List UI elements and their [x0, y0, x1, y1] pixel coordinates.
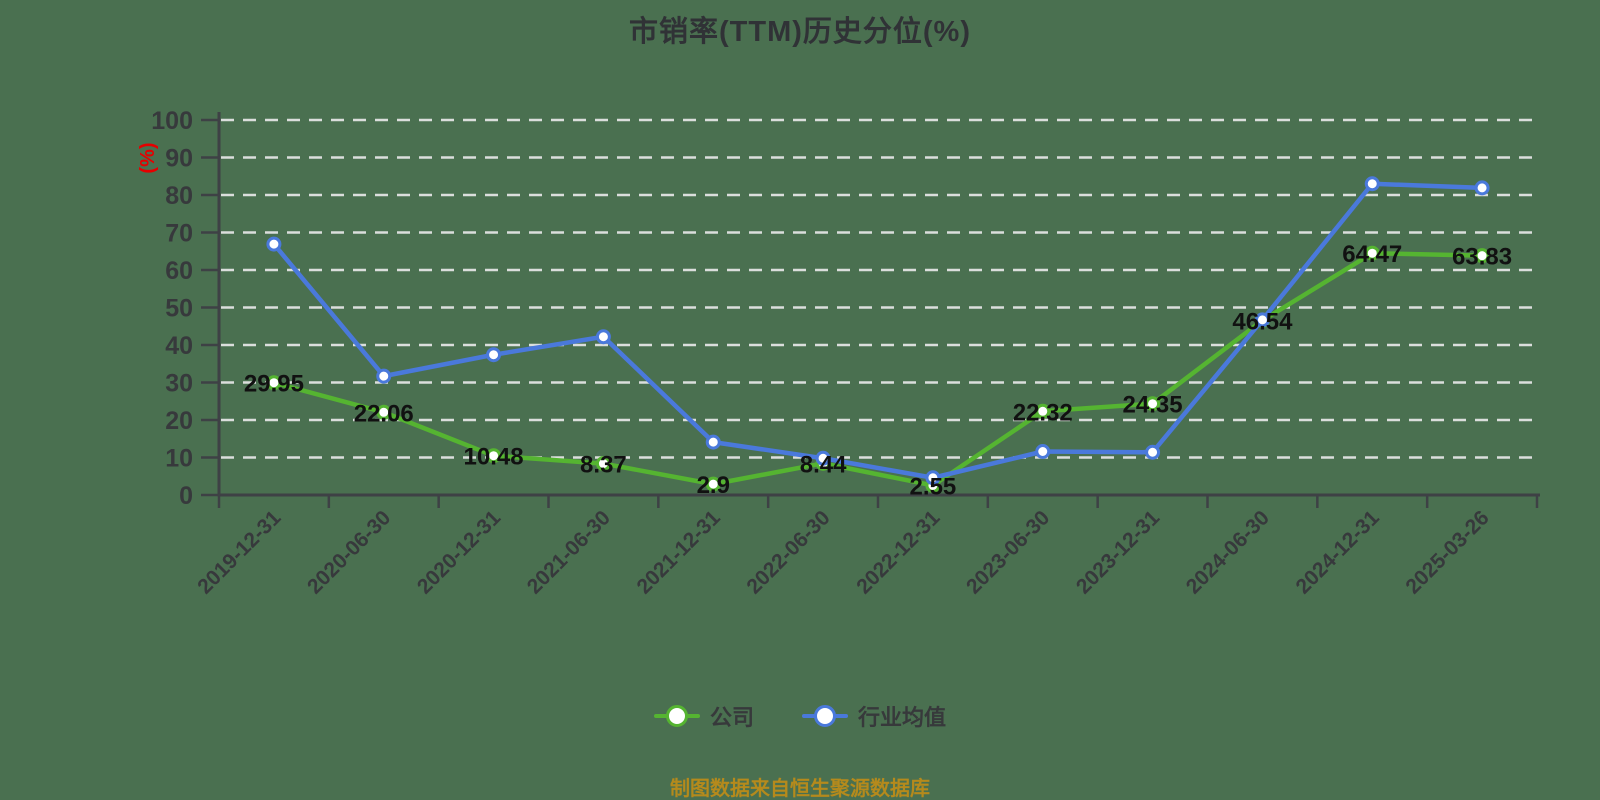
data-point-公司-2025-03-26[interactable] — [1474, 248, 1490, 264]
data-point-公司-2021-06-30[interactable] — [595, 456, 611, 472]
data-point-label: 8.37 — [580, 452, 627, 479]
legend: 公司 行业均值 — [0, 700, 1600, 732]
y-tick-label: 20 — [165, 407, 193, 435]
y-tick-label: 60 — [165, 257, 193, 285]
legend-item-industry-average[interactable]: 行业均值 — [802, 700, 946, 732]
y-tick-label: 40 — [165, 332, 193, 360]
x-tick-label: 2022-12-31 — [852, 506, 944, 598]
x-tick-label: 2023-12-31 — [1072, 506, 1164, 598]
data-point-label: 24.35 — [1123, 392, 1183, 419]
data-source-note: 制图数据来自恒生聚源数据库 — [670, 778, 930, 800]
data-point-行业均值-2020-06-30[interactable] — [376, 368, 392, 384]
data-point-行业均值-2019-12-31[interactable] — [266, 236, 282, 252]
data-point-行业均值-2022-12-31[interactable] — [925, 470, 941, 486]
x-tick-label: 2021-12-31 — [633, 506, 725, 598]
company-legend-circle — [665, 705, 688, 727]
x-tick-label: 2023-06-30 — [962, 506, 1054, 598]
x-tick-label: 2025-03-26 — [1401, 506, 1493, 598]
y-tick-label: 30 — [165, 370, 193, 398]
data-point-行业均值-2025-03-26[interactable] — [1474, 180, 1490, 196]
y-tick-label: 0 — [179, 482, 193, 510]
data-point-行业均值-2024-12-31[interactable] — [1364, 176, 1380, 192]
data-point-公司-2023-06-30[interactable] — [1035, 403, 1051, 419]
data-point-label: 8.44 — [800, 451, 847, 478]
y-tick-label: 100 — [151, 107, 193, 135]
data-point-label: 63.83 — [1452, 244, 1512, 271]
data-point-label: 10.48 — [464, 444, 524, 471]
company-series-marker-icon — [653, 703, 700, 729]
x-tick-label: 2022-06-30 — [742, 506, 834, 598]
data-point-行业均值-2022-06-30[interactable] — [815, 450, 831, 466]
x-tick-label: 2024-06-30 — [1182, 506, 1274, 598]
series-line-行业均值 — [271, 181, 1485, 480]
x-tick-label: 2024-12-31 — [1292, 506, 1384, 598]
legend-item-company[interactable]: 公司 — [653, 700, 754, 732]
industry-series-marker-icon — [802, 703, 848, 729]
y-tick-label: 90 — [165, 145, 193, 173]
data-point-行业均值-2021-06-30[interactable] — [595, 329, 611, 345]
data-point-label: 64.47 — [1342, 241, 1402, 268]
y-tick-label: 70 — [165, 220, 193, 248]
x-tick-label: 2020-12-31 — [413, 506, 505, 598]
data-point-公司-2023-12-31[interactable] — [1145, 396, 1161, 412]
data-point-label: 46.54 — [1232, 308, 1293, 335]
x-tick-label: 2019-12-31 — [193, 506, 285, 598]
y-tick-label: 50 — [165, 295, 193, 323]
data-point-行业均值-2023-06-30[interactable] — [1035, 444, 1051, 459]
legend-label-company: 公司 — [709, 705, 754, 730]
data-point-label: 22.32 — [1013, 399, 1073, 426]
data-point-label: 2.55 — [910, 473, 957, 500]
data-point-label: 29.95 — [244, 371, 304, 398]
y-axis-unit-label: (%) — [137, 142, 159, 173]
chart-title: 市销率(TTM)历史分位(%) — [628, 16, 971, 48]
data-point-公司-2021-12-31[interactable] — [705, 476, 721, 492]
series-line-公司 — [271, 250, 1485, 488]
x-tick-label: 2020-06-30 — [303, 506, 395, 598]
y-tick-label: 80 — [165, 182, 193, 210]
data-point-公司-2020-12-31[interactable] — [486, 448, 502, 464]
data-point-行业均值-2020-12-31[interactable] — [486, 347, 502, 363]
data-point-行业均值-2024-06-30[interactable] — [1254, 312, 1270, 328]
legend-label-industry-average: 行业均值 — [858, 705, 947, 730]
data-point-公司-2020-06-30[interactable] — [376, 404, 392, 420]
data-point-label: 2.9 — [697, 472, 730, 499]
data-point-公司-2024-12-31[interactable] — [1364, 245, 1380, 261]
data-point-行业均值-2021-12-31[interactable] — [705, 434, 721, 450]
data-point-行业均值-2023-12-31[interactable] — [1145, 444, 1161, 460]
data-point-label: 22.06 — [354, 400, 414, 427]
industry-legend-circle — [814, 705, 836, 727]
x-tick-label: 2021-06-30 — [523, 506, 615, 598]
data-point-公司-2019-12-31[interactable] — [266, 375, 282, 391]
y-tick-label: 10 — [165, 445, 193, 473]
